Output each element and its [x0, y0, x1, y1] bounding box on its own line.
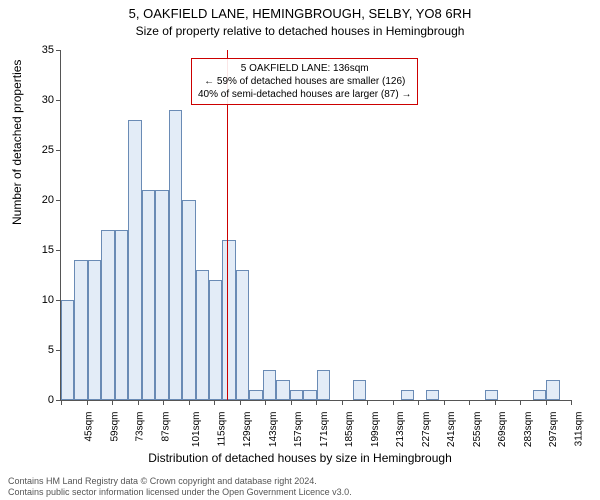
- info-line-2: ← 59% of detached houses are smaller (12…: [198, 75, 411, 88]
- bar: [61, 300, 74, 400]
- x-axis-label: Distribution of detached houses by size …: [0, 451, 600, 465]
- info-box: 5 OAKFIELD LANE: 136sqm ← 59% of detache…: [191, 58, 418, 105]
- bar: [115, 230, 128, 400]
- y-axis-label: Number of detached properties: [10, 60, 24, 225]
- bar: [546, 380, 559, 400]
- ytick-mark: [56, 150, 61, 151]
- xtick-label: 311sqm: [573, 412, 584, 447]
- ytick-mark: [56, 100, 61, 101]
- chart-area: 05101520253035 45sqm59sqm73sqm87sqm101sq…: [60, 50, 571, 401]
- xtick-label: 227sqm: [421, 412, 432, 448]
- bar: [196, 270, 209, 400]
- xtick-mark: [469, 400, 470, 405]
- ytick-mark: [56, 50, 61, 51]
- bar: [155, 190, 168, 400]
- ytick-label: 30: [26, 94, 54, 106]
- title-main: 5, OAKFIELD LANE, HEMINGBROUGH, SELBY, Y…: [0, 6, 600, 21]
- xtick-mark: [189, 400, 190, 405]
- ytick-label: 20: [26, 194, 54, 206]
- xtick-mark: [495, 400, 496, 405]
- info-line-3: 40% of semi-detached houses are larger (…: [198, 88, 411, 101]
- bar: [401, 390, 414, 400]
- bar: [182, 200, 195, 400]
- xtick-label: 171sqm: [319, 412, 330, 448]
- xtick-mark: [265, 400, 266, 405]
- xtick-label: 269sqm: [497, 412, 508, 448]
- xtick-label: 213sqm: [395, 412, 406, 448]
- bar: [236, 270, 249, 400]
- ytick-label: 15: [26, 244, 54, 256]
- ytick-label: 5: [26, 344, 54, 356]
- bar: [88, 260, 101, 400]
- xtick-label: 255sqm: [472, 412, 483, 448]
- bar: [290, 390, 303, 400]
- xtick-mark: [87, 400, 88, 405]
- ytick-label: 35: [26, 44, 54, 56]
- xtick-label: 59sqm: [109, 412, 120, 442]
- xtick-label: 157sqm: [293, 412, 304, 448]
- xtick-mark: [546, 400, 547, 405]
- ytick-mark: [56, 250, 61, 251]
- chart-container: 5, OAKFIELD LANE, HEMINGBROUGH, SELBY, Y…: [0, 0, 600, 500]
- xtick-mark: [316, 400, 317, 405]
- footer-line-1: Contains HM Land Registry data © Crown c…: [8, 476, 352, 487]
- xtick-mark: [112, 400, 113, 405]
- bar: [101, 230, 114, 400]
- xtick-mark: [367, 400, 368, 405]
- xtick-mark: [444, 400, 445, 405]
- xtick-mark: [291, 400, 292, 405]
- xtick-mark: [214, 400, 215, 405]
- ytick-label: 25: [26, 144, 54, 156]
- xtick-label: 87sqm: [160, 412, 171, 442]
- xtick-label: 241sqm: [446, 412, 457, 448]
- bar: [276, 380, 289, 400]
- bar: [317, 370, 330, 400]
- bar: [263, 370, 276, 400]
- bar: [426, 390, 439, 400]
- ytick-mark: [56, 300, 61, 301]
- footer-text: Contains HM Land Registry data © Crown c…: [8, 476, 352, 498]
- xtick-mark: [240, 400, 241, 405]
- xtick-mark: [138, 400, 139, 405]
- xtick-label: 143sqm: [268, 412, 279, 448]
- xtick-label: 115sqm: [216, 412, 227, 447]
- ytick-label: 10: [26, 294, 54, 306]
- xtick-mark: [342, 400, 343, 405]
- xtick-label: 129sqm: [242, 412, 253, 448]
- xtick-label: 101sqm: [191, 412, 202, 448]
- bar: [128, 120, 141, 400]
- xtick-mark: [520, 400, 521, 405]
- title-sub: Size of property relative to detached ho…: [0, 24, 600, 38]
- ytick-mark: [56, 200, 61, 201]
- info-line-1: 5 OAKFIELD LANE: 136sqm: [198, 62, 411, 75]
- xtick-label: 45sqm: [84, 412, 95, 442]
- xtick-mark: [61, 400, 62, 405]
- bar: [169, 110, 182, 400]
- bar: [74, 260, 87, 400]
- bar: [485, 390, 498, 400]
- ytick-label: 0: [26, 394, 54, 406]
- footer-line-2: Contains public sector information licen…: [8, 487, 352, 498]
- bar: [353, 380, 366, 400]
- ytick-mark: [56, 350, 61, 351]
- xtick-label: 283sqm: [523, 412, 534, 448]
- xtick-label: 73sqm: [135, 412, 146, 442]
- bar: [303, 390, 316, 400]
- bar: [142, 190, 155, 400]
- xtick-label: 297sqm: [548, 412, 559, 448]
- bar: [533, 390, 546, 400]
- xtick-label: 185sqm: [344, 412, 355, 448]
- xtick-mark: [163, 400, 164, 405]
- xtick-mark: [393, 400, 394, 405]
- xtick-label: 199sqm: [370, 412, 381, 448]
- xtick-mark: [571, 400, 572, 405]
- bar: [222, 240, 235, 400]
- bar: [249, 390, 262, 400]
- xtick-mark: [418, 400, 419, 405]
- bar: [209, 280, 222, 400]
